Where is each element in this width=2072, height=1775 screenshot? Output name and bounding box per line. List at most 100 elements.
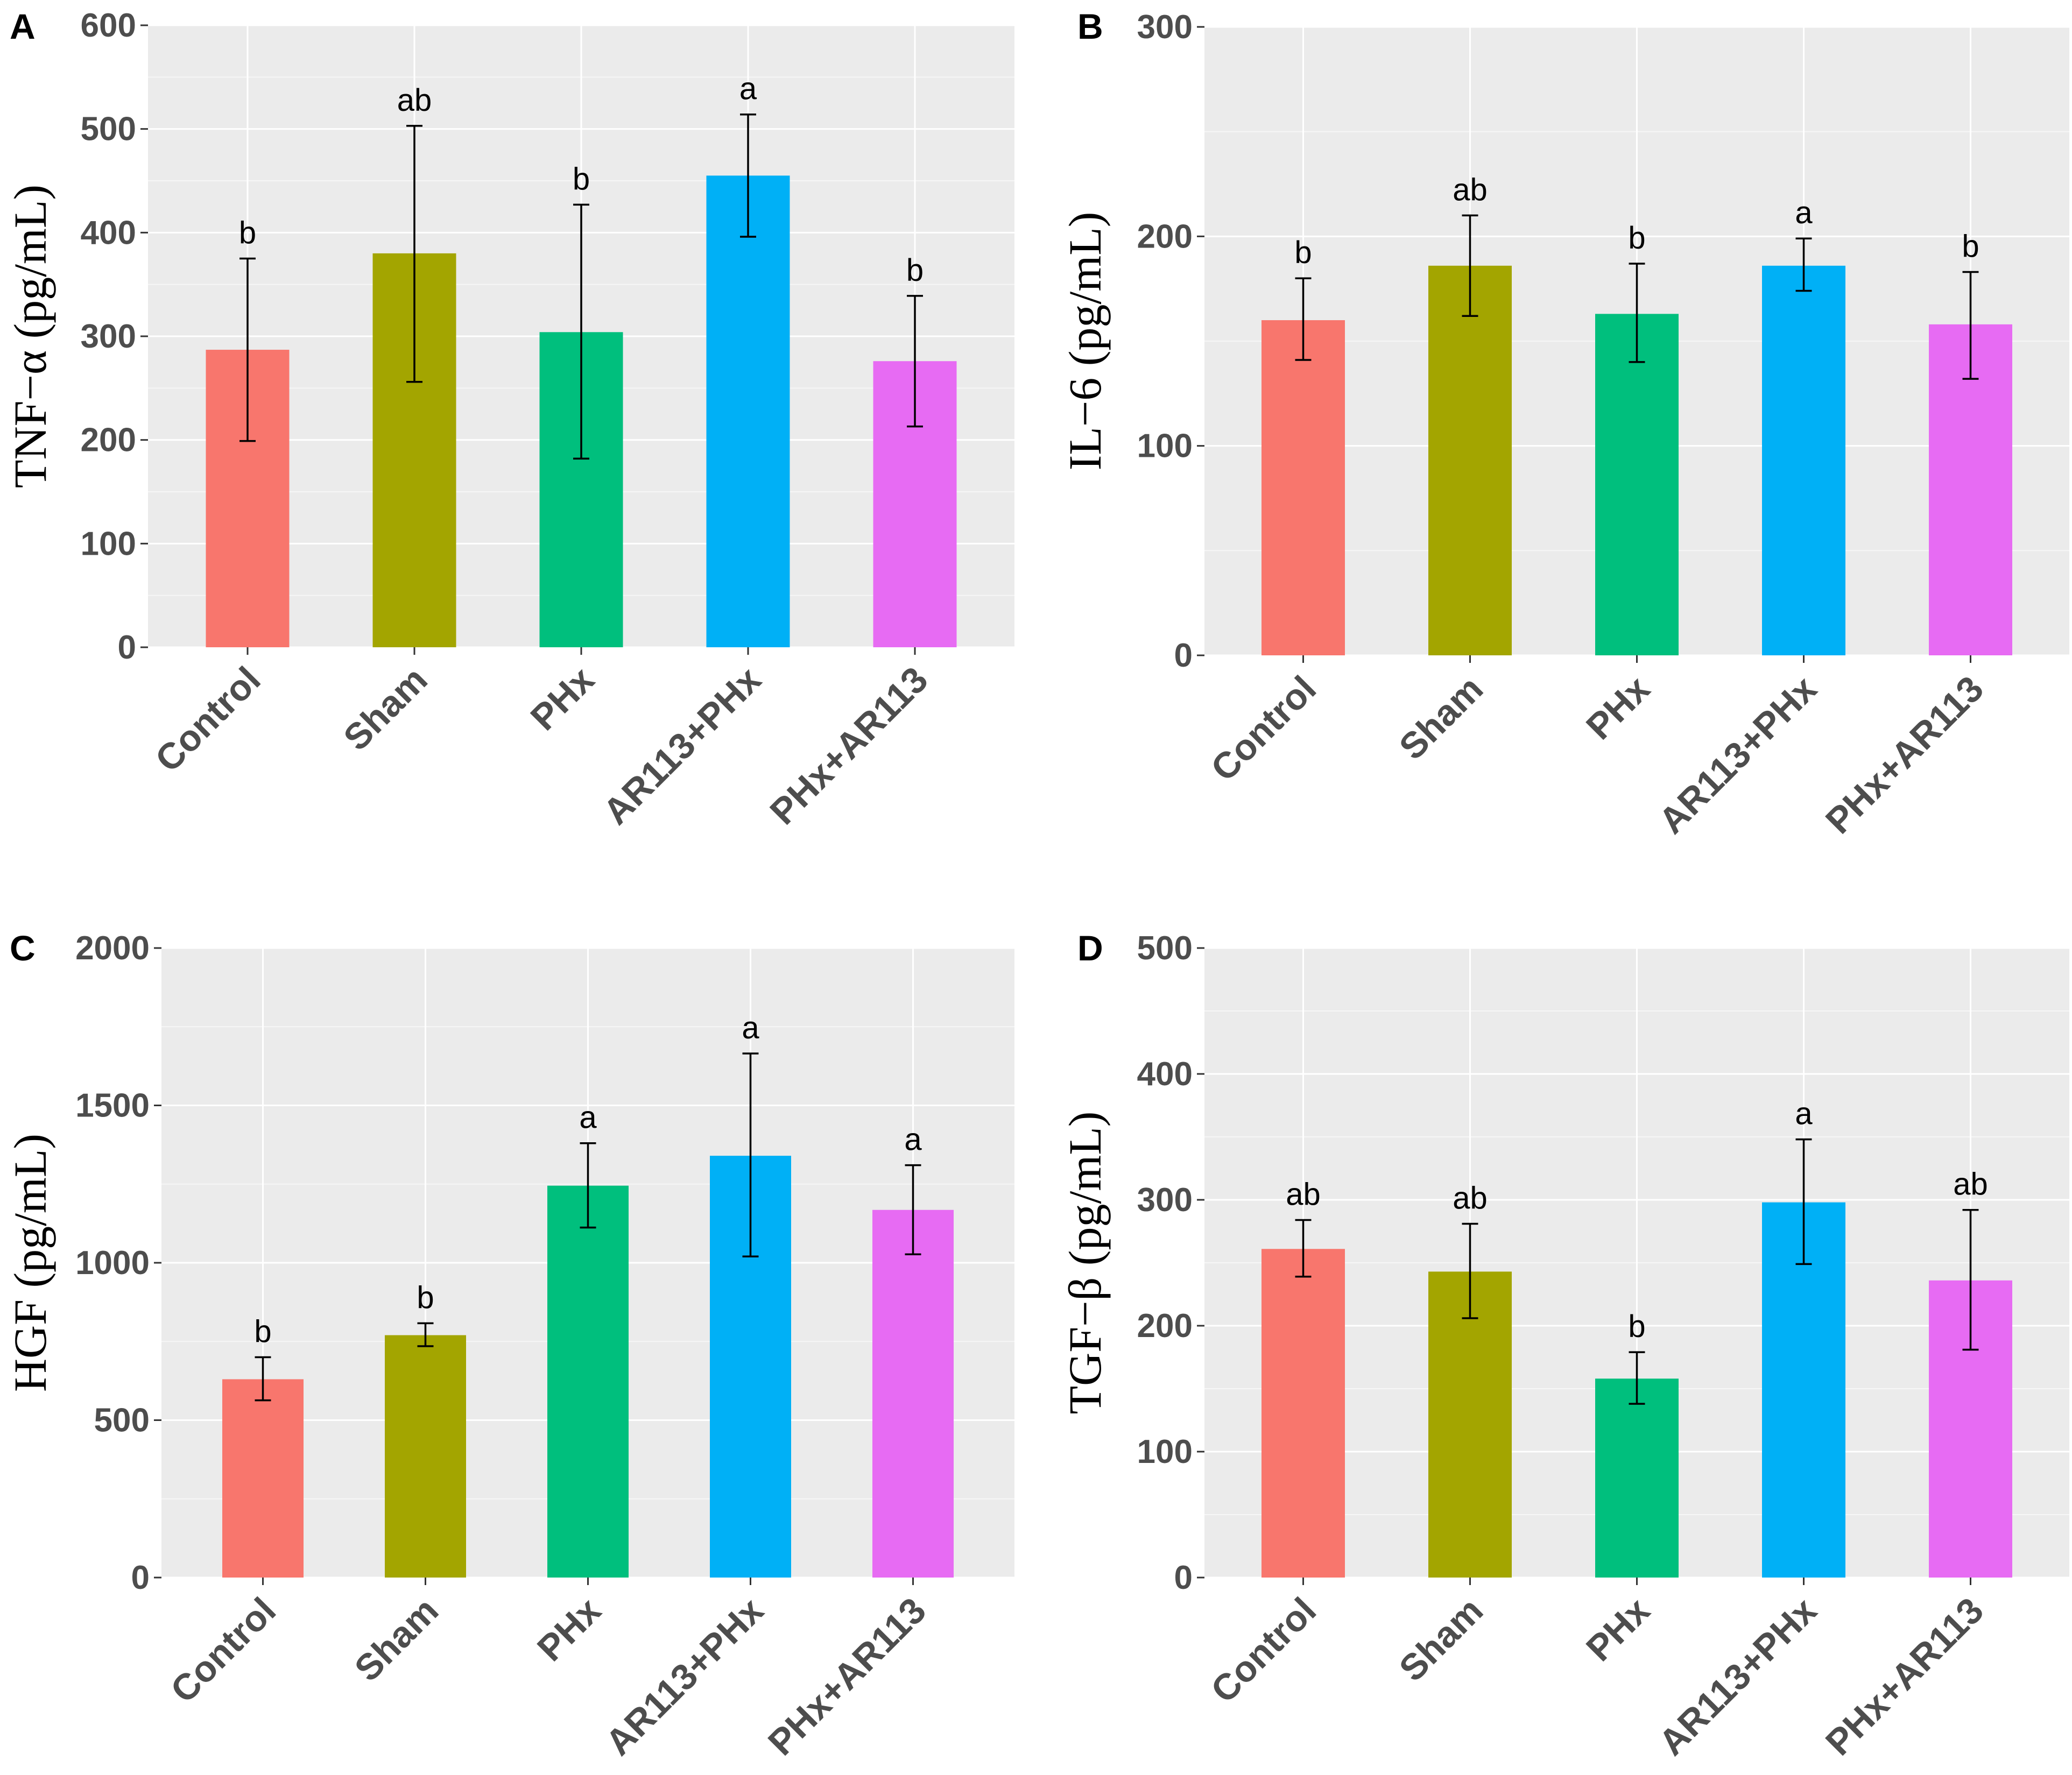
x-tick-label: AR113+PHx [1651,668,1825,842]
y-tick-label: 300 [1137,1182,1193,1219]
x-tick-label: PHx [1578,1590,1658,1669]
x-tick-label: Sham [1391,668,1491,768]
x-tick-label: Sham [1391,1590,1491,1689]
error-bar [1962,271,1979,380]
y-tick-label: 500 [81,111,136,148]
significance-letter: ab [1453,172,1488,207]
y-axis-title: TGF−β (pg/mL) [1059,1112,1111,1415]
x-tick-label: AR113+PHx [595,659,769,833]
y-tick-label: 300 [1137,9,1193,46]
significance-letter: b [239,216,256,251]
x-tick-label: AR113+PHx [1651,1590,1825,1764]
significance-letter: a [904,1122,922,1157]
bar-control [1261,1249,1345,1578]
error-bar [742,1052,759,1258]
bar-phx-ar113 [872,1210,954,1578]
y-tick-label: 0 [1174,1559,1193,1596]
x-tick-label: PHx+AR113 [760,1590,934,1763]
significance-letter: b [573,161,590,196]
significance-letter: ab [1953,1167,1988,1202]
significance-letter: a [1795,195,1813,230]
error-bar [1295,277,1312,361]
significance-letter: ab [1453,1180,1488,1215]
bar-phx [1595,1378,1679,1578]
y-tick-label: 400 [81,214,136,251]
y-tick-label: 1000 [75,1244,150,1282]
error-bar [255,1356,271,1402]
error-bar [239,257,256,442]
error-bar [1462,1222,1478,1319]
bar-control [222,1379,304,1578]
x-tick-label: PHx [1578,668,1658,747]
x-tick-label: Control [1203,1590,1324,1711]
bar-control [1261,320,1345,655]
x-tick-label: Control [147,659,269,780]
significance-letter: b [1628,221,1645,256]
significance-letter: b [417,1280,434,1315]
error-bar [573,203,589,460]
y-tick-label: 0 [118,629,136,666]
x-tick-label: Sham [347,1590,446,1689]
panel-letter: A [10,6,36,46]
error-bar [406,125,422,383]
bar-sham [1428,1271,1512,1578]
significance-letter: b [906,253,924,288]
error-bar [1629,263,1645,363]
error-bar [1962,1208,1979,1351]
y-axis-title: TNF−α (pg/mL) [4,185,56,488]
error-bar [1295,1219,1312,1278]
error-bar [417,1322,434,1347]
y-axis-title: IL−6 (pg/mL) [1059,212,1111,471]
x-tick-label: Control [1203,668,1324,789]
panel-letter: C [10,928,36,968]
significance-letter: b [1962,229,1979,264]
bar-sham [385,1335,466,1578]
bar-phx [1595,314,1679,655]
error-bar [1629,1351,1645,1405]
y-tick-label: 2000 [75,930,150,967]
y-tick-label: 400 [1137,1056,1193,1093]
panel-c: 0 500 1000 1500 2000 b b a a a Control Sham PHxAR113… [4,928,1014,1763]
y-tick-label: 300 [81,318,136,355]
error-bar [1795,237,1812,292]
significance-letter: b [1294,235,1312,270]
y-tick-label: 600 [81,7,136,44]
y-tick-label: 500 [1137,930,1193,967]
y-tick-label: 0 [1174,637,1193,674]
error-bar [905,1164,921,1255]
x-tick-label: Control [163,1590,284,1711]
significance-letter: b [1628,1309,1645,1344]
error-bar [1795,1138,1812,1265]
significance-letter: ab [1286,1177,1321,1212]
significance-letter: a [742,1010,759,1045]
error-bar [740,113,756,238]
y-tick-label: 100 [81,525,136,562]
y-tick-label: 200 [1137,1307,1193,1345]
bar-phx [547,1185,629,1578]
panel-letter: D [1077,928,1103,968]
error-bar [580,1142,596,1229]
x-tick-label: PHx [523,659,602,738]
x-tick-label: Sham [336,659,435,759]
bar-ar113-phx [1762,265,1845,656]
x-tick-label: PHx+AR113 [1818,668,1991,841]
y-tick-label: 200 [1137,218,1193,255]
y-tick-label: 1500 [75,1087,150,1125]
significance-letter: b [254,1314,271,1349]
panel-d: 0 100 200 300 400 500 ab ab b a ab Control Sham PHxAR… [1059,928,2069,1763]
y-tick-label: 200 [81,422,136,459]
bar-sham [1428,265,1512,656]
y-tick-label: 100 [1137,428,1193,465]
x-tick-label: AR113+PHx [598,1590,772,1764]
error-bar [1462,214,1478,317]
y-tick-label: 500 [94,1402,150,1439]
significance-letter: a [579,1100,597,1135]
bar-ar113-phx [706,175,790,647]
y-tick-label: 0 [131,1559,150,1596]
x-tick-label: PHx+AR113 [762,659,935,832]
x-tick-label: PHx+AR113 [1818,1590,1991,1763]
panel-letter: B [1077,6,1103,46]
